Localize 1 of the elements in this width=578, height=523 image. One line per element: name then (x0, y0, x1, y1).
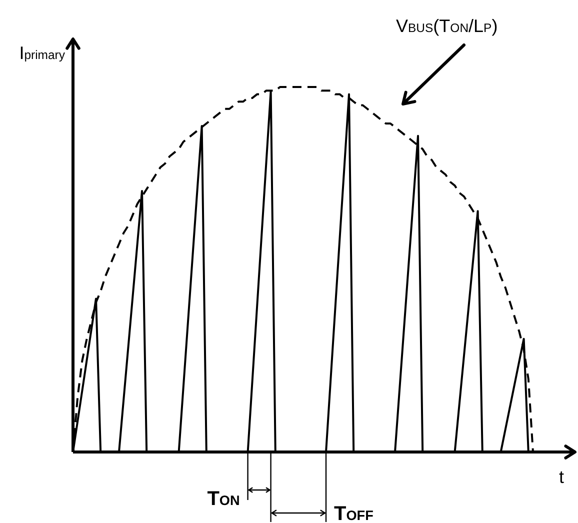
x-axis-title: t (559, 467, 564, 487)
